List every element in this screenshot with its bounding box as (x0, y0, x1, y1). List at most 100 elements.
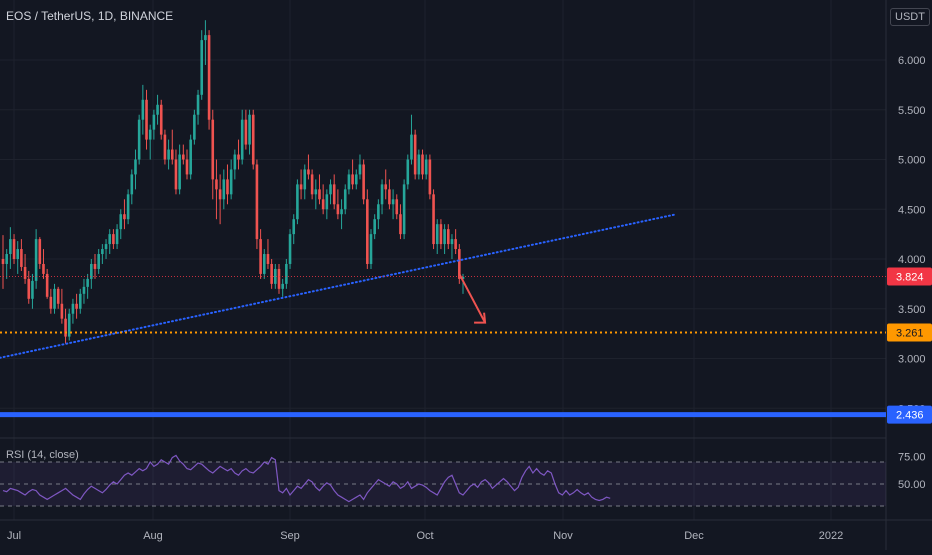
candle-body (104, 244, 108, 250)
candle-body (428, 159, 432, 195)
rsi-title[interactable]: RSI (14, close) (6, 449, 79, 461)
candle-body (366, 199, 369, 264)
rsi-panel (0, 454, 886, 507)
price-axis[interactable]: 6.0005.5005.0004.5004.0003.5003.0002.500… (887, 55, 932, 491)
candle-body (27, 278, 31, 299)
candle-body (49, 296, 53, 309)
candle-body (303, 169, 307, 190)
candle-body (23, 266, 27, 279)
candle-body (413, 134, 417, 175)
candle-body (215, 179, 218, 190)
candle-body (251, 114, 255, 165)
candle-body (218, 189, 222, 200)
candle-body (432, 194, 435, 245)
candles (1, 20, 465, 344)
candle-body (189, 139, 192, 175)
time-tick-label: Jul (7, 530, 21, 542)
candle-body (266, 254, 270, 264)
candle-body (248, 114, 251, 145)
candle-body (424, 159, 428, 175)
candle-body (42, 263, 45, 274)
time-tick-label: Nov (553, 530, 573, 542)
down-arrow-head[interactable] (474, 312, 487, 324)
candle-body (410, 134, 413, 160)
candle-body (325, 194, 329, 210)
time-tick-label: Dec (684, 530, 704, 542)
candle-body (82, 286, 86, 294)
candle-body (391, 199, 395, 205)
candle-body (454, 239, 457, 250)
candle-body (20, 249, 23, 267)
candle-body (75, 303, 78, 309)
candle-body (458, 249, 461, 279)
candle-body (222, 179, 226, 200)
candle-body (78, 293, 82, 309)
candle-body (119, 214, 123, 230)
candle-body (461, 276, 465, 279)
candle-body (86, 278, 89, 287)
overlays (0, 213, 886, 418)
candle-body (380, 184, 384, 205)
candle-body (340, 209, 343, 215)
candle-body (417, 154, 421, 175)
candle-body (406, 159, 410, 185)
candle-body (274, 268, 277, 284)
down-arrow-shaft[interactable] (458, 273, 486, 324)
candle-body (53, 288, 56, 309)
candle-body (167, 149, 170, 160)
candle-body (97, 254, 100, 269)
candle-body (170, 149, 174, 160)
candle-body (296, 184, 299, 220)
candle-body (307, 169, 310, 175)
candle-body (115, 229, 119, 245)
candle-body (240, 119, 244, 160)
candle-body (421, 154, 424, 175)
candle-body (310, 174, 314, 195)
candle-body (12, 239, 16, 259)
candle-body (60, 303, 64, 319)
candle-body (377, 204, 380, 220)
candle-body (64, 318, 67, 337)
trendline[interactable] (0, 213, 678, 359)
candle-body (443, 229, 446, 245)
candle-body (233, 154, 237, 170)
price-tick-label: 4.500 (898, 204, 926, 216)
candle-body (126, 194, 130, 220)
candle-body (299, 184, 303, 190)
current-price-label-bg (887, 267, 932, 286)
candle-body (31, 280, 34, 299)
candle-body (369, 234, 373, 264)
rsi-tick-label: 75.00 (898, 452, 926, 464)
candle-body (285, 263, 288, 284)
candle-body (446, 229, 450, 245)
candle-body (244, 119, 248, 145)
support-price-label-bg (887, 323, 932, 342)
candle-body (255, 164, 259, 240)
time-axis[interactable]: Jul Aug Sep Oct Nov Dec 2022 (7, 530, 843, 542)
symbol-title[interactable]: EOS / TetherUS, 1D, BINANCE (6, 9, 174, 23)
candle-body (193, 114, 196, 140)
candle-body (148, 129, 152, 140)
candle-body (182, 154, 185, 160)
candle-body (16, 249, 20, 259)
candle-body (204, 35, 207, 41)
candle-body (321, 199, 325, 210)
candle-body (156, 104, 159, 115)
candle-body (399, 214, 402, 235)
candle-body (329, 184, 332, 195)
candle-body (137, 119, 141, 160)
candle-body (93, 263, 97, 269)
candle-body (351, 174, 354, 185)
currency-badge[interactable]: USDT (890, 8, 930, 26)
rsi-tick-label: 50.00 (898, 479, 926, 491)
candle-body (384, 184, 388, 190)
candle-body (402, 184, 406, 235)
rsi-line (2, 454, 611, 503)
price-tick-label: 3.000 (898, 354, 926, 366)
candle-body (347, 174, 351, 190)
candle-body (343, 189, 347, 210)
candle-body (281, 283, 284, 289)
